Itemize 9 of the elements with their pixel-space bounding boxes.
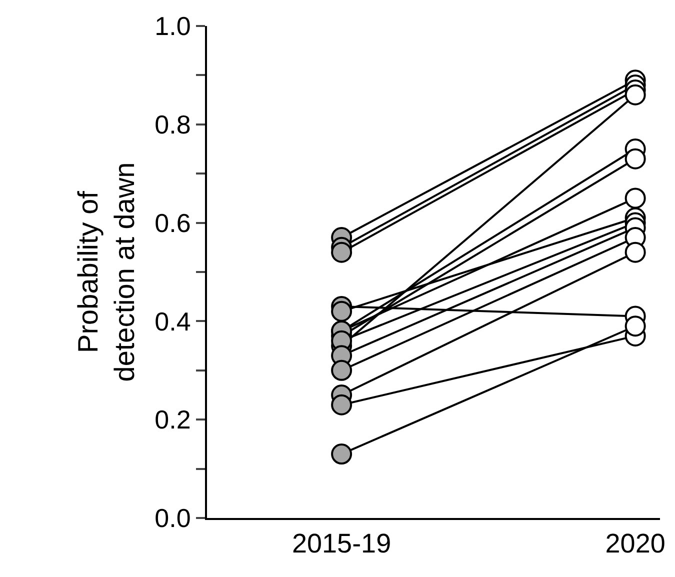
y-tick-label: 1.0 bbox=[154, 11, 191, 42]
x-tick-label: 2015-19 bbox=[292, 528, 392, 558]
y-axis-title: Probability of detection at dawn bbox=[72, 162, 140, 382]
y-tick-label: 0.6 bbox=[154, 208, 191, 238]
y-tick-label: 0.4 bbox=[154, 306, 191, 336]
y-tick-label: 0.2 bbox=[154, 404, 191, 435]
x-tick-label: 2020 bbox=[605, 528, 666, 558]
y-tick-label: 0.0 bbox=[154, 503, 191, 534]
y-tick-label: 0.8 bbox=[154, 110, 191, 140]
